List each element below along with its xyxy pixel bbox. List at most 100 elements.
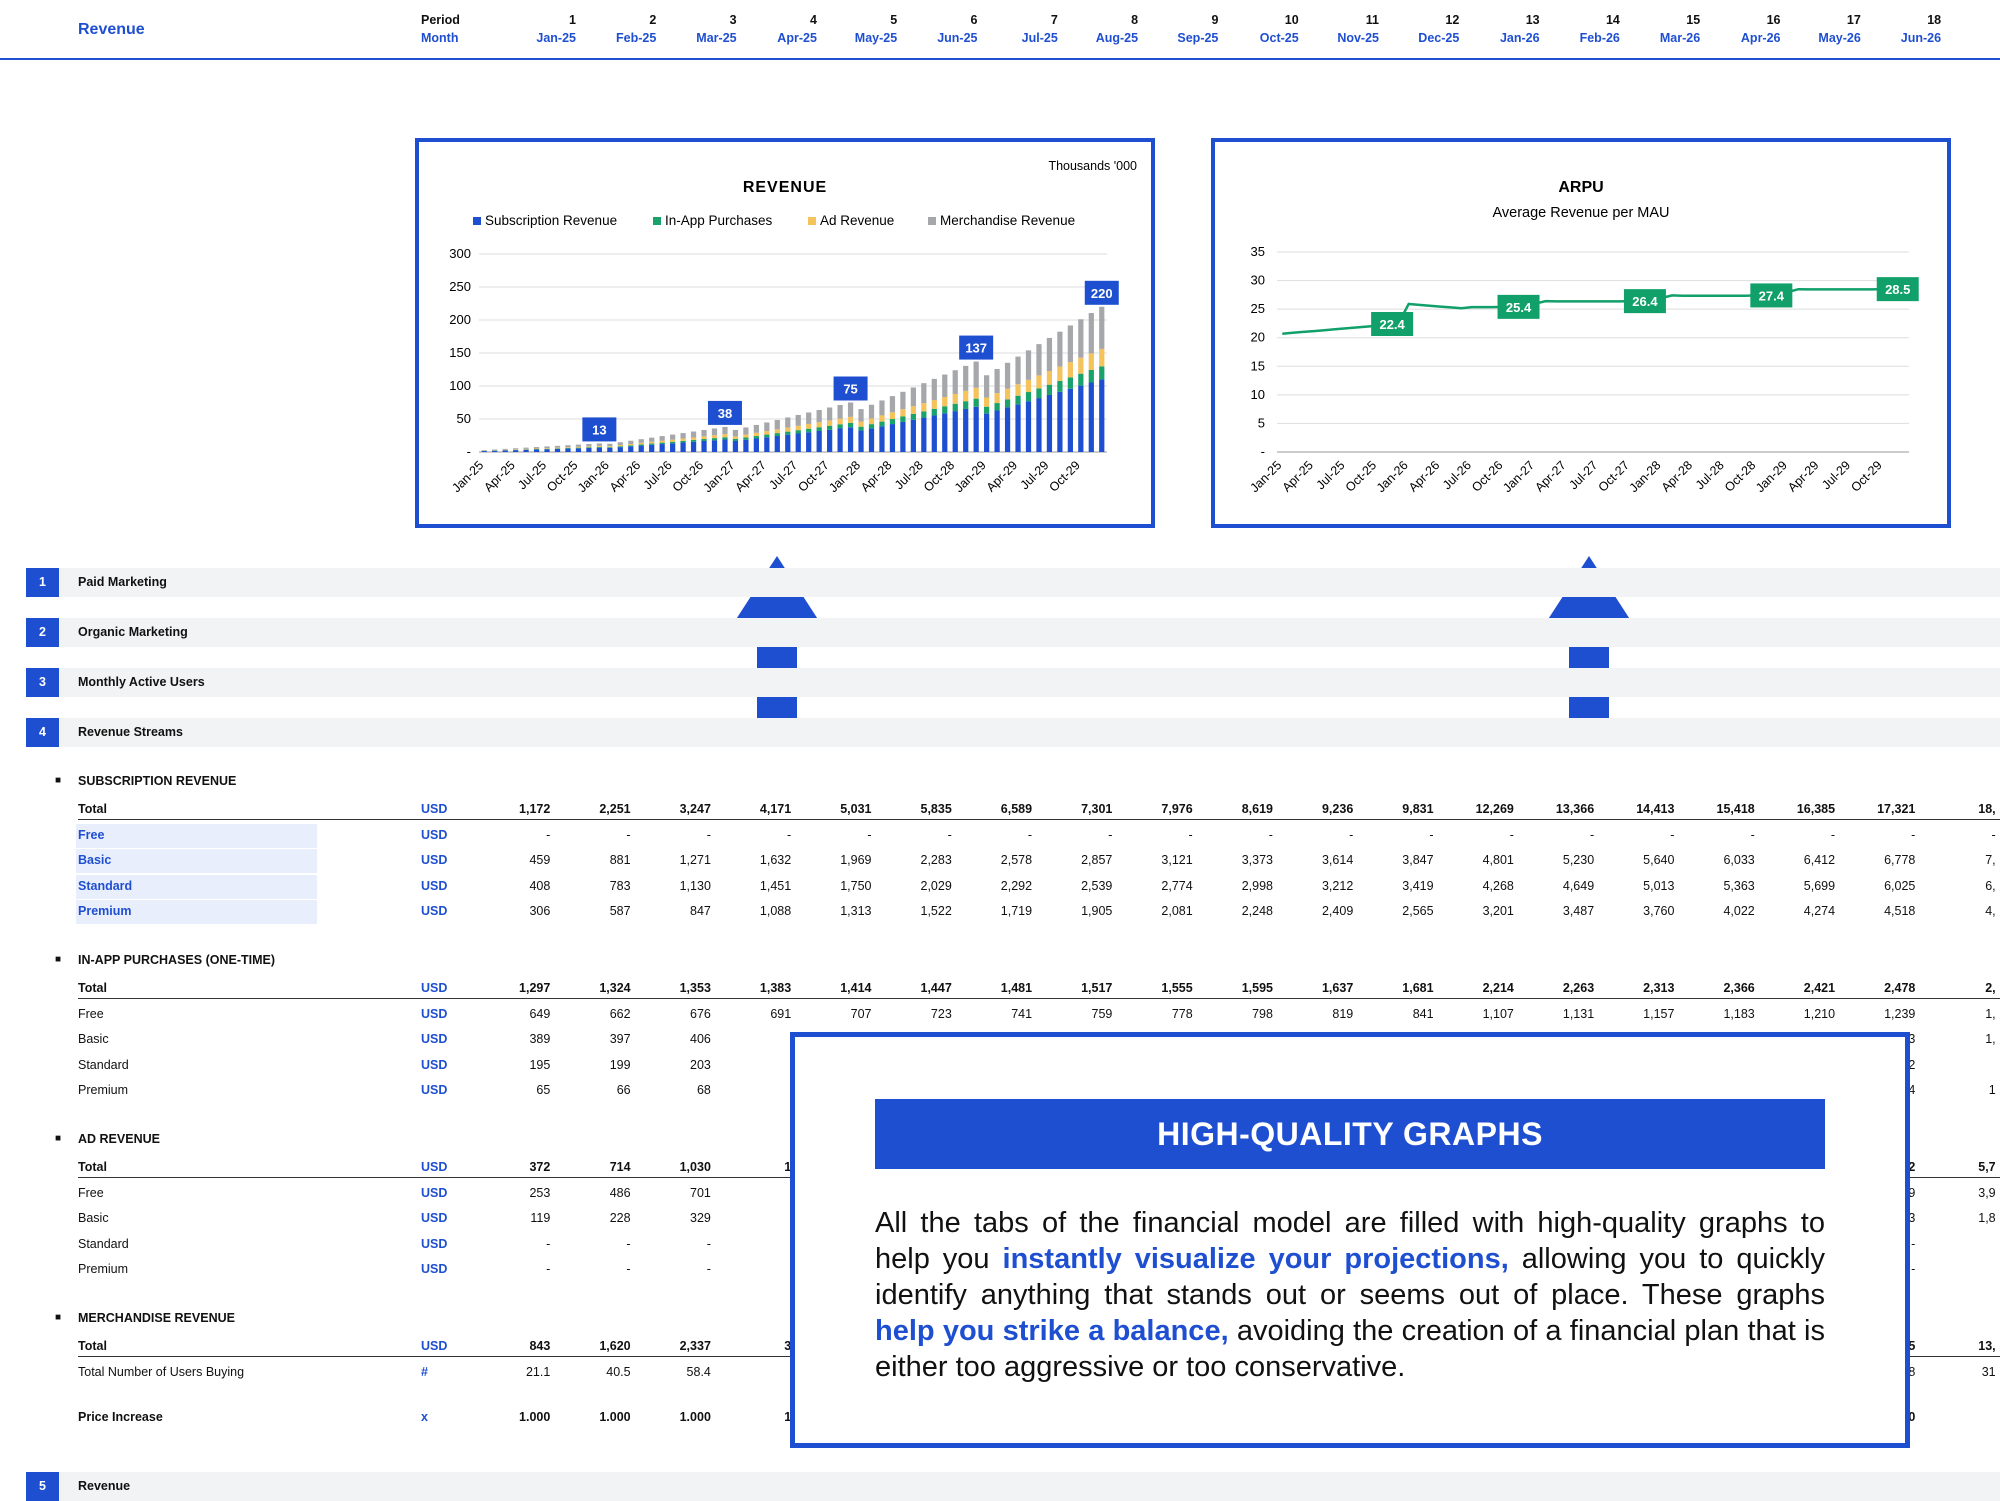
cell-value[interactable]: 2,263	[1514, 981, 1594, 995]
cell-value[interactable]: 6,025	[1835, 879, 1915, 893]
cell-value[interactable]: 1,905	[1032, 904, 1112, 918]
cell-value[interactable]: 5,230	[1514, 853, 1594, 867]
cell-value[interactable]: 65	[470, 1083, 550, 1097]
cell-value[interactable]: 2,248	[1193, 904, 1273, 918]
cell-value[interactable]: 3,201	[1434, 904, 1514, 918]
cell-value[interactable]: 1,969	[791, 853, 871, 867]
cell-value[interactable]: 701	[631, 1186, 711, 1200]
cell-value[interactable]: 1,414	[791, 981, 871, 995]
cell-value[interactable]: 3,760	[1594, 904, 1674, 918]
cell-value[interactable]: 372	[470, 1160, 550, 1174]
cell-value[interactable]: -	[550, 1262, 630, 1276]
cell-value[interactable]: 195	[470, 1058, 550, 1072]
cell-value[interactable]: 2,081	[1112, 904, 1192, 918]
cell-value[interactable]: 1,632	[711, 853, 791, 867]
cell-value[interactable]: 4,	[1915, 904, 1995, 918]
cell-value[interactable]: 2,214	[1434, 981, 1514, 995]
cell-value[interactable]: 1,297	[470, 981, 550, 995]
cell-value[interactable]: 843	[470, 1339, 550, 1353]
cell-value[interactable]: 2,409	[1273, 904, 1353, 918]
cell-value[interactable]: 5,640	[1594, 853, 1674, 867]
cell-value[interactable]: 9,831	[1353, 802, 1433, 816]
cell-value[interactable]: 2,337	[631, 1339, 711, 1353]
cell-value[interactable]: 798	[1193, 1007, 1273, 1021]
cell-value[interactable]: 329	[631, 1211, 711, 1225]
cell-value[interactable]: 587	[550, 904, 630, 918]
cell-value[interactable]: 203	[631, 1058, 711, 1072]
cell-value[interactable]: 6,	[1915, 879, 1995, 893]
cell-value[interactable]: 1	[1915, 1083, 1995, 1097]
cell-value[interactable]: -	[470, 828, 550, 842]
cell-value[interactable]: -	[711, 828, 791, 842]
cell-value[interactable]: -	[631, 1237, 711, 1251]
cell-value[interactable]: -	[1434, 828, 1514, 842]
cell-value[interactable]: -	[1594, 828, 1674, 842]
cell-value[interactable]: 3,487	[1514, 904, 1594, 918]
cell-value[interactable]: 3	[711, 1339, 791, 1353]
cell-value[interactable]: 1,130	[631, 879, 711, 893]
cell-value[interactable]: 1,517	[1032, 981, 1112, 995]
cell-value[interactable]: 1	[711, 1410, 791, 1424]
cell-value[interactable]: 21.1	[470, 1365, 550, 1379]
cell-value[interactable]: 7,976	[1112, 802, 1192, 816]
cell-value[interactable]: 3,247	[631, 802, 711, 816]
cell-value[interactable]: 4,268	[1434, 879, 1514, 893]
cell-value[interactable]: 6,412	[1755, 853, 1835, 867]
cell-value[interactable]: -	[470, 1237, 550, 1251]
cell-value[interactable]: 4,801	[1434, 853, 1514, 867]
cell-value[interactable]: 13,	[1915, 1339, 1995, 1353]
cell-value[interactable]: 1,719	[952, 904, 1032, 918]
cell-value[interactable]: -	[470, 1262, 550, 1276]
cell-value[interactable]: 2,251	[550, 802, 630, 816]
cell-value[interactable]: 1,172	[470, 802, 550, 816]
cell-value[interactable]: 1.000	[550, 1410, 630, 1424]
cell-value[interactable]: 1,750	[791, 879, 871, 893]
cell-value[interactable]: 1,088	[711, 904, 791, 918]
cell-value[interactable]: 2,421	[1755, 981, 1835, 995]
cell-value[interactable]: -	[1915, 828, 1995, 842]
cell-value[interactable]: 1,324	[550, 981, 630, 995]
cell-value[interactable]: 3,121	[1112, 853, 1192, 867]
cell-value[interactable]: 5,699	[1755, 879, 1835, 893]
cell-value[interactable]: 847	[631, 904, 711, 918]
cell-value[interactable]: 1,271	[631, 853, 711, 867]
cell-value[interactable]: 1,555	[1112, 981, 1192, 995]
cell-value[interactable]: 1,8	[1915, 1211, 1995, 1225]
cell-value[interactable]: 228	[550, 1211, 630, 1225]
cell-value[interactable]: 3,419	[1353, 879, 1433, 893]
cell-value[interactable]: 2,478	[1835, 981, 1915, 995]
cell-value[interactable]: 68	[631, 1083, 711, 1097]
cell-value[interactable]: 4,022	[1674, 904, 1754, 918]
cell-value[interactable]: 1	[711, 1160, 791, 1174]
cell-value[interactable]: 841	[1353, 1007, 1433, 1021]
cell-value[interactable]: 253	[470, 1186, 550, 1200]
cell-value[interactable]: 17,321	[1835, 802, 1915, 816]
cell-value[interactable]: -	[1112, 828, 1192, 842]
cell-value[interactable]: 31	[1915, 1365, 1995, 1379]
cell-value[interactable]: 778	[1112, 1007, 1192, 1021]
cell-value[interactable]: 7,301	[1032, 802, 1112, 816]
cell-value[interactable]: 819	[1273, 1007, 1353, 1021]
cell-value[interactable]: 1,210	[1755, 1007, 1835, 1021]
cell-value[interactable]: 66	[550, 1083, 630, 1097]
cell-value[interactable]: 408	[470, 879, 550, 893]
cell-value[interactable]: 2,	[1915, 981, 1995, 995]
cell-value[interactable]: -	[1193, 828, 1273, 842]
cell-value[interactable]: 389	[470, 1032, 550, 1046]
cell-value[interactable]: 397	[550, 1032, 630, 1046]
cell-value[interactable]: 7,	[1915, 853, 1995, 867]
cell-value[interactable]: 1,481	[952, 981, 1032, 995]
cell-value[interactable]: -	[1755, 828, 1835, 842]
cell-value[interactable]: 1,107	[1434, 1007, 1514, 1021]
cell-value[interactable]: 714	[550, 1160, 630, 1174]
cell-value[interactable]: -	[631, 828, 711, 842]
cell-value[interactable]: -	[550, 1237, 630, 1251]
cell-value[interactable]: 199	[550, 1058, 630, 1072]
cell-value[interactable]: 3,614	[1273, 853, 1353, 867]
cell-value[interactable]: 1,183	[1674, 1007, 1754, 1021]
cell-value[interactable]: 4,649	[1514, 879, 1594, 893]
